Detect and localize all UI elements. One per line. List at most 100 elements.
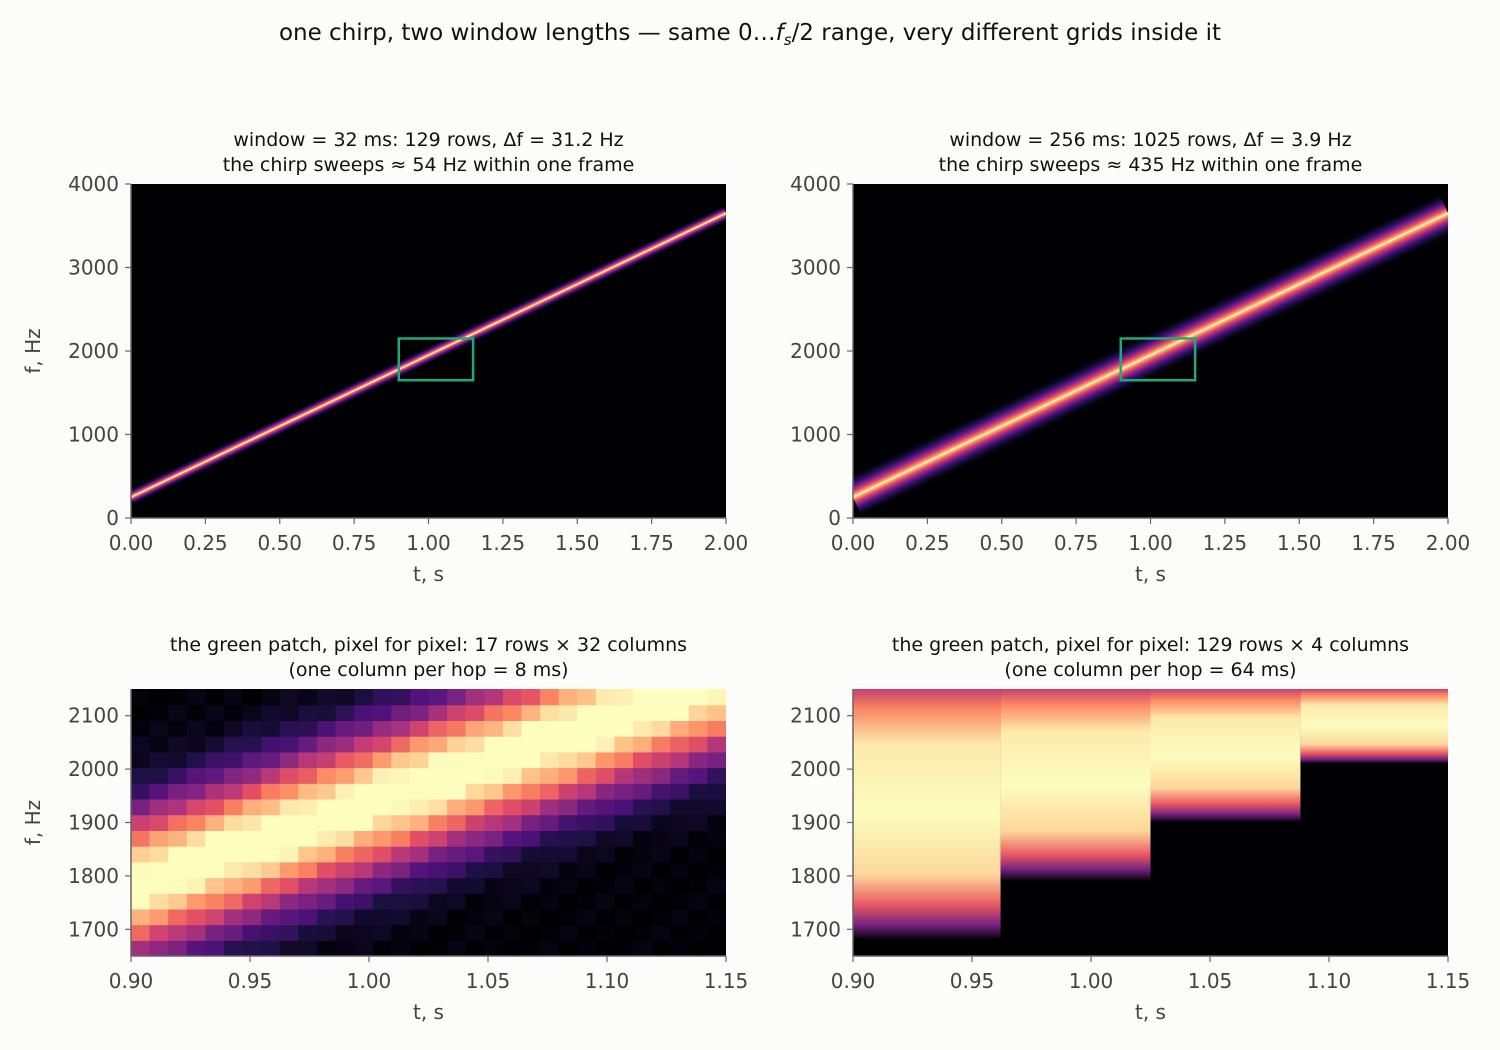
heatmap-pixel <box>428 736 448 753</box>
heatmap-pixel <box>261 846 281 863</box>
heatmap-pixel <box>707 830 726 847</box>
panel-title-line1: the green patch, pixel for pixel: 17 row… <box>170 634 687 656</box>
heatmap-pixel <box>409 783 430 800</box>
heatmap-pixel <box>558 720 578 737</box>
heatmap-pixel <box>316 704 337 722</box>
y-tick-label: 2000 <box>790 757 841 781</box>
heatmap-pixel <box>447 798 467 816</box>
panel-title-line1: window = 32 ms: 129 rows, Δf = 31.2 Hz <box>233 129 623 151</box>
heatmap-pixel <box>298 751 318 769</box>
x-tick-label: 2.00 <box>1426 531 1471 555</box>
heatmap-pixel <box>521 814 541 831</box>
heatmap-pixel <box>558 798 578 816</box>
heatmap-pixel <box>391 830 411 847</box>
heatmap-pixel <box>131 736 151 753</box>
heatmap-pixel <box>223 783 244 800</box>
heatmap-pixel <box>279 767 299 784</box>
hop-column <box>853 689 1001 940</box>
heatmap-pixel <box>205 704 225 722</box>
heatmap-pixel <box>595 751 616 769</box>
heatmap-pixel <box>372 783 392 800</box>
heatmap-pixel <box>428 893 448 910</box>
heatmap-pixel <box>335 798 355 816</box>
heatmap-pixel <box>391 704 411 722</box>
heatmap-pixel <box>261 908 281 926</box>
heatmap-pixel <box>205 814 225 831</box>
heatmap-pixel <box>205 940 225 956</box>
heatmap-pixel <box>577 908 597 926</box>
y-axis-label: f, Hz <box>21 800 45 845</box>
heatmap-pixel <box>558 861 578 879</box>
heatmap-pixel <box>168 893 188 910</box>
heatmap-pixel <box>540 908 560 926</box>
heatmap-pixel <box>577 689 597 706</box>
heatmap-pixel <box>521 767 541 784</box>
heatmap-pixel <box>131 751 151 769</box>
panel-title-line2: the chirp sweeps ≈ 435 Hz within one fra… <box>939 154 1363 176</box>
heatmap-pixel <box>316 751 337 769</box>
heatmap-pixel <box>521 924 541 941</box>
heatmap-pixel <box>651 877 671 894</box>
heatmap-pixel <box>614 767 634 784</box>
y-tick-label: 2000 <box>790 339 841 363</box>
x-tick-label: 2.00 <box>704 531 749 555</box>
x-tick-label: 0.25 <box>183 531 228 555</box>
heatmap-pixel <box>223 846 244 863</box>
heatmap-pixel <box>577 736 597 753</box>
heatmap-pixel <box>298 877 318 894</box>
heatmap-pixel <box>242 861 262 879</box>
heatmap-pixel <box>614 689 634 706</box>
x-tick-label: 0.90 <box>831 969 876 993</box>
heatmap-pixel <box>316 798 337 816</box>
heatmap-pixel <box>205 908 225 926</box>
heatmap-pixel <box>595 767 616 784</box>
heatmap-pixel <box>149 908 169 926</box>
x-tick-label: 0.00 <box>831 531 876 555</box>
heatmap-pixel <box>707 751 726 769</box>
hop-column <box>1300 689 1448 764</box>
heatmap-pixel <box>577 767 597 784</box>
x-tick-label: 1.15 <box>1426 969 1471 993</box>
y-tick-label: 1000 <box>790 423 841 447</box>
heatmap-pixel <box>149 751 169 769</box>
heatmap-pixel <box>595 940 616 956</box>
x-tick-label: 1.05 <box>1188 969 1233 993</box>
heatmap-pixel <box>372 893 392 910</box>
heatmap-pixel <box>186 751 206 769</box>
heatmap-pixel <box>595 814 616 831</box>
heatmap-pixel <box>261 798 281 816</box>
heatmap-pixel <box>316 908 337 926</box>
heatmap-pixel <box>205 830 225 847</box>
heatmap-pixel <box>633 798 653 816</box>
heatmap-pixel <box>242 814 262 831</box>
heatmap-pixel <box>707 783 726 800</box>
panel-bottom-left: 0.90 0.95 1.00 1.05 1.10 1.15 1700 1800 1900 2000… <box>21 634 748 1024</box>
x-tick-label: 0.50 <box>257 531 302 555</box>
x-tick-label: 1.15 <box>704 969 749 993</box>
heatmap-pixel <box>447 736 467 753</box>
panel-title-line2: the chirp sweeps ≈ 54 Hz within one fram… <box>223 154 635 176</box>
heatmap-pixel <box>558 783 578 800</box>
heatmap-pixel <box>354 751 374 769</box>
heatmap-pixel <box>465 704 485 722</box>
heatmap-pixel <box>540 704 560 722</box>
heatmap-pixel <box>223 908 244 926</box>
heatmap-top-left <box>131 184 726 518</box>
heatmap-pixel <box>335 861 355 879</box>
heatmap-pixel <box>391 877 411 894</box>
heatmap-pixel <box>391 861 411 879</box>
heatmap-pixel <box>354 924 374 941</box>
heatmap-pixel <box>707 704 726 722</box>
x-tick-label: 1.00 <box>1069 969 1114 993</box>
heatmap-pixel <box>298 908 318 926</box>
heatmap-pixel <box>521 893 541 910</box>
heatmap-pixel <box>484 751 504 769</box>
heatmap-pixel <box>540 893 560 910</box>
heatmap-pixel <box>409 908 430 926</box>
heatmap-pixel <box>595 877 616 894</box>
heatmap-pixel <box>279 908 299 926</box>
heatmap-pixel <box>465 783 485 800</box>
heatmap-pixel <box>484 830 504 847</box>
heatmap-pixel <box>168 814 188 831</box>
heatmap-pixel <box>521 751 541 769</box>
